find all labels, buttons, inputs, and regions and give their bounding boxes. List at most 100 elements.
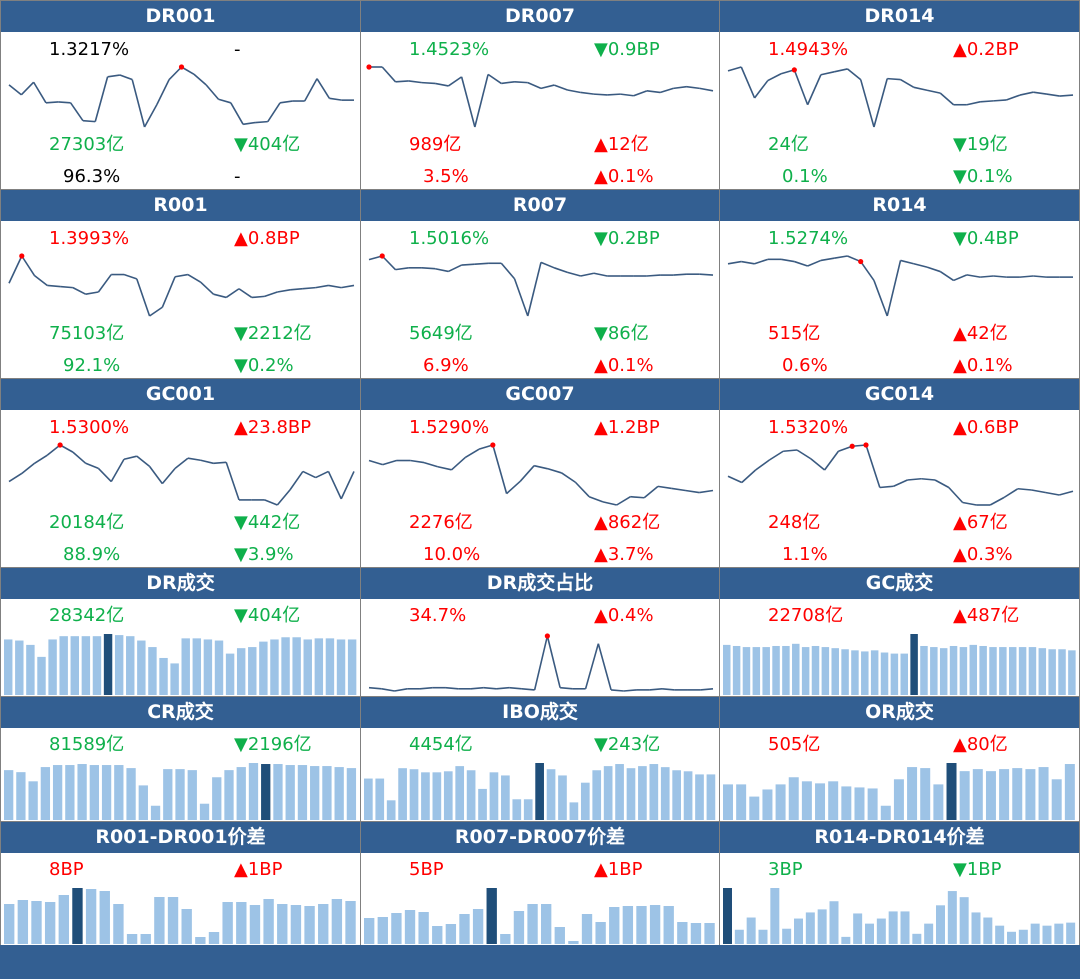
line-segment: [423, 461, 439, 468]
line-segment: [501, 81, 515, 85]
panel-title: OR成交: [720, 697, 1079, 728]
bar: [1025, 769, 1036, 820]
line-segment: [200, 459, 214, 465]
line-segment: [580, 272, 595, 277]
line-segment: [193, 73, 207, 86]
line-segment: [948, 486, 964, 504]
line-segment: [110, 458, 125, 483]
line-segment: [834, 255, 848, 260]
bar: [48, 639, 57, 695]
share-value: 1.1%: [782, 544, 828, 565]
line-segment: [276, 489, 291, 506]
bar: [181, 638, 190, 695]
bar: [325, 638, 335, 695]
bar: [1042, 925, 1052, 944]
bar: [421, 772, 430, 820]
line-segment: [97, 467, 112, 483]
bar: [890, 653, 899, 695]
line-segment: [174, 457, 189, 470]
line-segment: [607, 93, 621, 96]
bar: [1008, 647, 1017, 695]
line-segment: [447, 76, 463, 87]
bar: [683, 771, 693, 820]
line-segment: [290, 287, 303, 291]
line-segment: [519, 465, 535, 482]
bar: [58, 895, 69, 944]
share-value: 96.3%: [63, 166, 121, 187]
bar: [638, 766, 647, 820]
bar: [281, 637, 290, 695]
line-segment: [435, 82, 449, 87]
line-segment: [302, 286, 316, 290]
bar: [70, 636, 79, 695]
bar: [527, 904, 538, 944]
peak-marker: [178, 64, 185, 70]
line-segment: [873, 280, 888, 317]
bar: [736, 784, 747, 820]
line-segment: [567, 89, 581, 94]
line-segment: [148, 465, 163, 485]
line-segment: [1019, 91, 1034, 96]
bar: [912, 933, 922, 944]
line-segment: [741, 469, 757, 484]
bar: [181, 909, 192, 944]
rate-change: ▲23.8BP: [234, 417, 312, 438]
share-change: ▼0.1%: [953, 166, 1013, 187]
line-segment: [513, 278, 529, 317]
bar: [137, 640, 146, 695]
bar: [853, 913, 863, 944]
bar: [81, 636, 91, 695]
line-segment: [939, 92, 955, 106]
line-chart: [727, 66, 1074, 128]
panel-dr014: DR014 1.4943% ▲0.2BP 24亿 ▼19亿 0.1% ▼0.1%: [719, 0, 1080, 190]
panel-or: OR成交 505亿 ▲80亿: [719, 696, 1080, 822]
bar-highlight: [723, 888, 732, 944]
bar: [546, 769, 556, 820]
line-segment: [646, 90, 661, 94]
bar: [841, 936, 851, 944]
line-segment: [546, 635, 561, 688]
bar: [947, 891, 957, 944]
line-segment: [8, 84, 22, 96]
line-segment: [394, 688, 408, 692]
bar: [15, 640, 24, 695]
bar: [222, 902, 233, 944]
rate-change: ▼0.9BP: [594, 39, 660, 60]
bar: [801, 781, 812, 820]
bar: [285, 765, 295, 820]
line-segment: [421, 267, 436, 270]
rate-value: 1.4943%: [768, 39, 849, 60]
bar: [513, 911, 525, 944]
line-segment: [860, 261, 875, 281]
rate-value: 1.3217%: [49, 39, 130, 60]
bar: [17, 900, 29, 944]
bar: [983, 917, 993, 944]
bar: [989, 647, 997, 695]
bar: [841, 786, 852, 820]
line-segment: [187, 457, 201, 462]
bar: [788, 777, 799, 820]
line-segment: [46, 444, 61, 456]
line-segment: [119, 74, 133, 81]
volume-value: 3BP: [768, 859, 803, 880]
line-segment: [1031, 489, 1046, 494]
bar: [364, 918, 375, 944]
bar: [880, 652, 889, 695]
bar: [150, 805, 161, 820]
bar: [377, 917, 388, 944]
line-segment: [620, 93, 634, 97]
bar: [900, 911, 910, 944]
panel-dr007: DR007 1.4523% ▼0.9BP 989亿 ▲12亿 3.5% ▲0.1%: [360, 0, 720, 190]
line-chart: [727, 442, 1074, 506]
volume-value: 75103亿: [49, 323, 125, 344]
line-segment: [315, 284, 329, 289]
line-segment: [673, 85, 687, 90]
line-segment: [156, 79, 170, 105]
line-segment: [574, 481, 590, 498]
bar: [569, 802, 579, 820]
bar: [794, 918, 803, 944]
volume-value: 24亿: [768, 134, 809, 155]
bar: [704, 923, 715, 944]
bar: [346, 768, 357, 820]
panel-title: CR成交: [1, 697, 360, 728]
